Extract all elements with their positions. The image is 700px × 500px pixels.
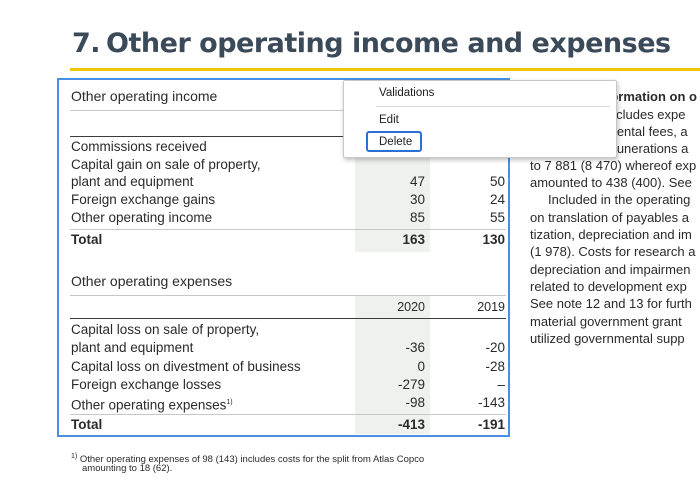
income-total-label: Total (71, 232, 103, 247)
expense-value-2020: -98 (405, 395, 425, 410)
expense-value-2019: – (497, 377, 505, 392)
column-2020-shade-expenses (355, 296, 430, 434)
income-value-2020: 47 (409, 174, 425, 189)
menu-item-delete[interactable]: Delete (379, 136, 413, 148)
context-menu: Validations Edit Delete (343, 80, 617, 158)
income-value-2019: 50 (489, 174, 505, 189)
right-column-line: tization, depreciation and im (530, 227, 692, 242)
income-row-label: plant and equipment (71, 174, 194, 189)
income-total-rule (70, 229, 506, 230)
selected-table-frame[interactable] (57, 78, 510, 437)
right-column-line: includes expe (606, 107, 686, 122)
right-column-line: material government grant (530, 314, 682, 329)
right-column-line: related to development exp (530, 279, 687, 294)
menu-item-validations[interactable]: Validations (379, 87, 435, 99)
expense-value-2019: -28 (485, 359, 505, 374)
expenses-header-rule (70, 318, 506, 319)
right-column-line: utilized governmental supp (530, 331, 685, 346)
section-number: 7. (72, 28, 101, 59)
footnote-line-1: Other operating expenses of 98 (143) inc… (79, 454, 425, 466)
income-value-2020: 30 (409, 192, 425, 207)
footnote: 1) Other operating expenses of 98 (143) … (71, 451, 424, 466)
heading-rule (70, 68, 700, 71)
right-column-heading: formation on o (606, 89, 697, 104)
income-header-rule (70, 136, 506, 137)
expense-row-label: Capital loss on sale of property, (71, 322, 260, 337)
expense-row-label: Capital loss on divestment of business (71, 359, 301, 374)
menu-item-edit[interactable]: Edit (379, 114, 399, 126)
right-column-line: depreciation and impairmen (530, 262, 691, 277)
income-value-2019: 55 (489, 210, 505, 225)
right-column-line: to 7 881 (8 470) whereof exp (530, 158, 697, 173)
footnote-continuation: amounting to 18 (62). (82, 463, 173, 474)
income-row-label: Capital gain on sale of property, (71, 157, 261, 172)
expense-row-label-with-note: Other operating expenses1) (71, 394, 233, 415)
expenses-title-rule (70, 295, 506, 296)
section-title: Other operating income and expenses (106, 28, 671, 59)
right-column-line: amounted to 438 (400). See (530, 175, 692, 190)
expenses-total-2019: -191 (477, 417, 505, 432)
income-value-2020: 85 (409, 210, 425, 225)
expenses-table-title: Other operating expenses (71, 273, 233, 289)
right-column-line: mental fees, a (606, 124, 688, 139)
right-column-line: (1 978). Costs for research a (530, 244, 696, 259)
right-column-line: on translation of payables a (530, 210, 689, 225)
expense-value-2020: -279 (397, 377, 425, 392)
income-table-title: Other operating income (71, 88, 218, 104)
expense-row-label: Foreign exchange losses (71, 377, 222, 392)
expense-value-2019: -20 (485, 340, 505, 355)
expense-row-label: plant and equipment (71, 340, 194, 355)
expense-row-label: Other operating expenses (71, 397, 227, 413)
income-row-label: Other operating income (71, 210, 213, 225)
income-total-2020: 163 (402, 232, 425, 247)
income-value-2019: 24 (489, 192, 505, 207)
right-column-line: munerations a (606, 141, 689, 156)
expense-value-2020: -36 (405, 340, 425, 355)
menu-separator (376, 106, 610, 107)
footnote-marker: 1) (71, 453, 78, 460)
income-total-2019: 130 (482, 232, 505, 247)
column-header-2019: 2019 (477, 300, 505, 314)
income-row-label: Foreign exchange gains (71, 192, 216, 207)
expenses-total-2020: -413 (397, 417, 425, 432)
expenses-total-label: Total (71, 417, 103, 432)
footnote-reference: 1) (226, 399, 233, 406)
right-column-line: Included in the operating (548, 192, 691, 207)
expenses-total-rule (70, 414, 506, 415)
expense-value-2020: 0 (417, 359, 425, 374)
income-row-label: Commissions received (71, 139, 207, 154)
menu-item-focus-ring (366, 131, 422, 152)
column-header-2020: 2020 (397, 300, 425, 314)
right-column-line: See note 12 and 13 for furth (530, 296, 692, 311)
income-title-rule (70, 110, 350, 111)
section-heading: 7. Other operating income and expenses (72, 28, 671, 59)
expense-value-2019: -143 (477, 395, 505, 410)
